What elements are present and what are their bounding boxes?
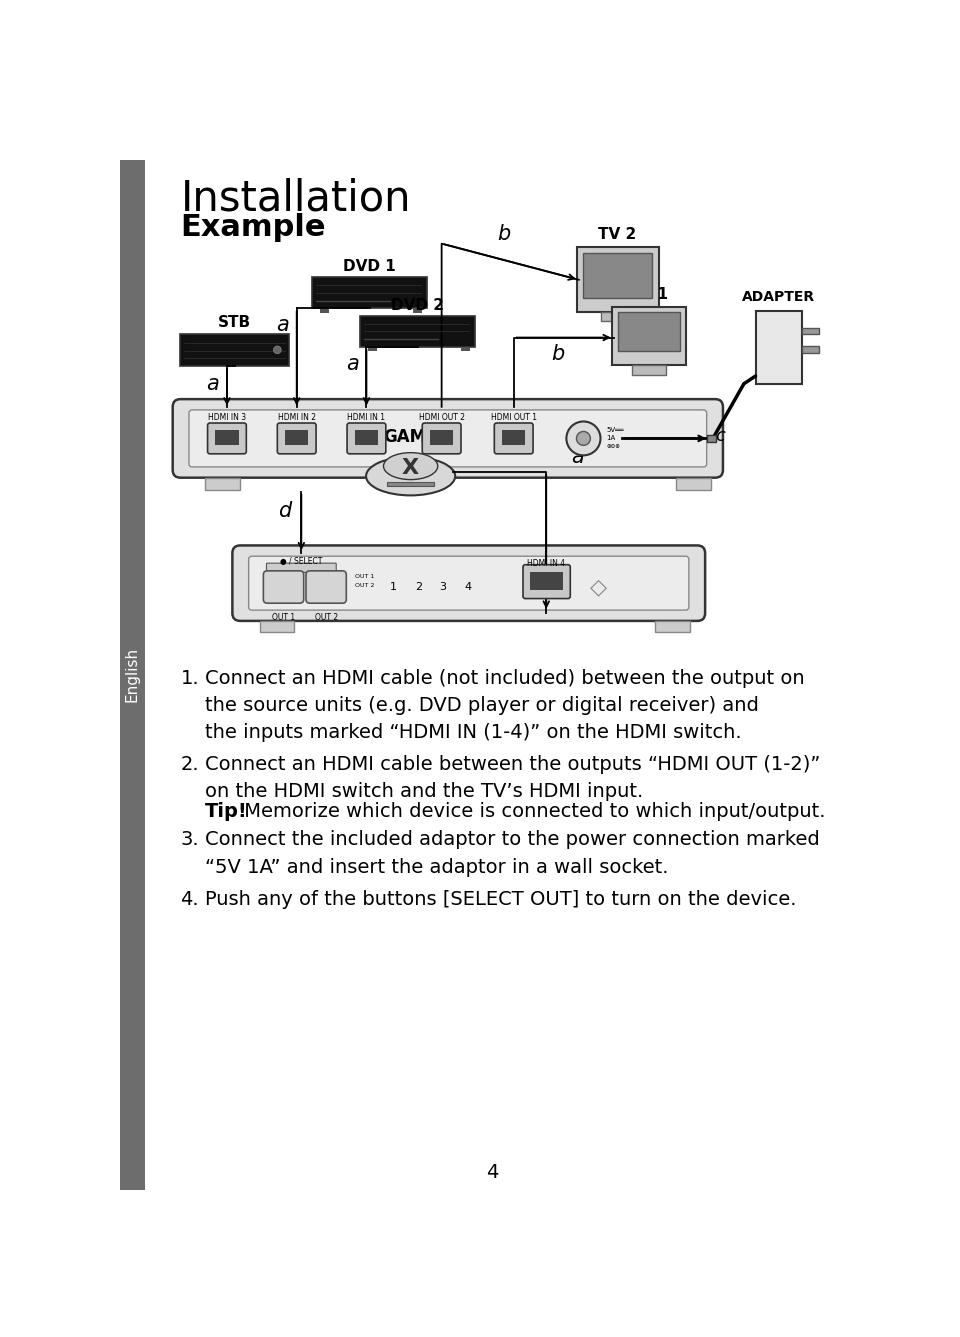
Bar bbox=[360, 316, 475, 346]
Text: English: English bbox=[125, 647, 140, 702]
Text: 3.: 3. bbox=[180, 830, 199, 849]
Text: 2: 2 bbox=[415, 582, 422, 592]
Bar bbox=[312, 278, 427, 309]
Text: a: a bbox=[347, 354, 359, 374]
Bar bbox=[259, 620, 295, 631]
FancyBboxPatch shape bbox=[263, 571, 303, 603]
Text: ● / SELECT: ● / SELECT bbox=[280, 558, 323, 566]
FancyBboxPatch shape bbox=[523, 564, 570, 599]
Bar bbox=[461, 346, 470, 352]
Bar bbox=[205, 477, 240, 489]
FancyBboxPatch shape bbox=[422, 422, 461, 453]
Text: OUT 1: OUT 1 bbox=[355, 574, 374, 579]
Text: Connect the included adaptor to the power connection marked
“5V 1A” and insert t: Connect the included adaptor to the powe… bbox=[205, 830, 820, 877]
Text: Installation: Installation bbox=[180, 178, 411, 219]
Text: 1A: 1A bbox=[607, 436, 616, 441]
Bar bbox=[320, 309, 329, 313]
Bar bbox=[707, 435, 716, 443]
Text: OUT 2: OUT 2 bbox=[355, 583, 374, 588]
Bar bbox=[802, 346, 819, 353]
Text: 4: 4 bbox=[465, 582, 471, 592]
Bar bbox=[612, 306, 685, 365]
Text: a: a bbox=[206, 374, 220, 393]
Circle shape bbox=[274, 346, 281, 354]
Bar bbox=[584, 253, 653, 298]
Text: X: X bbox=[402, 459, 420, 479]
Bar bbox=[355, 431, 378, 445]
Text: a: a bbox=[571, 447, 584, 467]
Text: DVD 1: DVD 1 bbox=[343, 259, 396, 274]
Bar bbox=[632, 365, 666, 374]
Text: HDMI OUT 2: HDMI OUT 2 bbox=[419, 413, 465, 422]
Bar bbox=[530, 572, 564, 590]
FancyBboxPatch shape bbox=[207, 422, 247, 453]
Text: 5V══: 5V══ bbox=[607, 427, 624, 433]
Text: STB: STB bbox=[218, 316, 252, 330]
Circle shape bbox=[566, 421, 601, 456]
FancyBboxPatch shape bbox=[267, 563, 336, 572]
Ellipse shape bbox=[383, 453, 438, 480]
Bar bbox=[677, 477, 711, 489]
Text: 1: 1 bbox=[390, 582, 397, 592]
Text: HDMI IN 1: HDMI IN 1 bbox=[348, 413, 386, 422]
Bar bbox=[802, 328, 819, 334]
Bar bbox=[601, 312, 636, 321]
Bar bbox=[617, 312, 681, 350]
Bar bbox=[180, 334, 289, 366]
Bar bbox=[120, 160, 145, 1190]
Text: DVD 2: DVD 2 bbox=[391, 298, 444, 313]
Text: ADAPTER: ADAPTER bbox=[742, 290, 815, 303]
Text: HDMI IN 4: HDMI IN 4 bbox=[527, 559, 565, 568]
Text: 2.: 2. bbox=[180, 755, 199, 774]
Text: Tip!: Tip! bbox=[205, 802, 248, 821]
Bar bbox=[430, 431, 453, 445]
Text: GAME: GAME bbox=[383, 428, 438, 445]
Circle shape bbox=[576, 432, 590, 445]
Text: OUT 1: OUT 1 bbox=[272, 614, 295, 622]
Bar bbox=[368, 346, 377, 352]
Text: HDMI IN 2: HDMI IN 2 bbox=[277, 413, 316, 422]
Bar bbox=[756, 310, 802, 384]
Bar bbox=[502, 431, 525, 445]
Bar bbox=[577, 247, 659, 312]
Text: Example: Example bbox=[180, 213, 326, 242]
Text: HDMI IN 3: HDMI IN 3 bbox=[208, 413, 246, 422]
Text: ◇: ◇ bbox=[589, 578, 607, 598]
Text: Memorize which device is connected to which input/output.: Memorize which device is connected to wh… bbox=[238, 802, 826, 821]
Text: b: b bbox=[497, 223, 511, 243]
Bar bbox=[215, 431, 239, 445]
Text: Push any of the buttons [SELECT OUT] to turn on the device.: Push any of the buttons [SELECT OUT] to … bbox=[205, 889, 797, 909]
Text: 1.: 1. bbox=[180, 668, 199, 687]
FancyBboxPatch shape bbox=[173, 400, 723, 477]
Text: Connect an HDMI cable (not included) between the output on
the source units (e.g: Connect an HDMI cable (not included) bet… bbox=[205, 668, 804, 742]
FancyBboxPatch shape bbox=[494, 422, 533, 453]
Text: a: a bbox=[276, 316, 289, 336]
FancyBboxPatch shape bbox=[306, 571, 347, 603]
Text: Connect an HDMI cable between the outputs “HDMI OUT (1-2)”
on the HDMI switch an: Connect an HDMI cable between the output… bbox=[205, 755, 821, 801]
Text: c: c bbox=[715, 427, 725, 445]
Text: d: d bbox=[277, 501, 291, 521]
Text: OUT 2: OUT 2 bbox=[315, 614, 338, 622]
Text: TV 1: TV 1 bbox=[630, 287, 667, 302]
Bar bbox=[413, 309, 422, 313]
Text: TV 2: TV 2 bbox=[598, 227, 636, 242]
Text: 3: 3 bbox=[440, 582, 446, 592]
Text: 4.: 4. bbox=[180, 889, 199, 909]
Bar bbox=[285, 431, 308, 445]
Bar bbox=[388, 481, 434, 487]
Bar bbox=[655, 620, 689, 631]
Text: b: b bbox=[551, 345, 564, 365]
Text: HDMI OUT 1: HDMI OUT 1 bbox=[491, 413, 537, 422]
FancyBboxPatch shape bbox=[189, 410, 707, 467]
FancyBboxPatch shape bbox=[277, 422, 316, 453]
FancyBboxPatch shape bbox=[232, 545, 706, 620]
Text: 4: 4 bbox=[486, 1163, 498, 1182]
FancyBboxPatch shape bbox=[249, 556, 689, 610]
FancyBboxPatch shape bbox=[348, 422, 386, 453]
Ellipse shape bbox=[366, 457, 455, 496]
Text: ⊕⊖⊕: ⊕⊖⊕ bbox=[607, 444, 620, 449]
